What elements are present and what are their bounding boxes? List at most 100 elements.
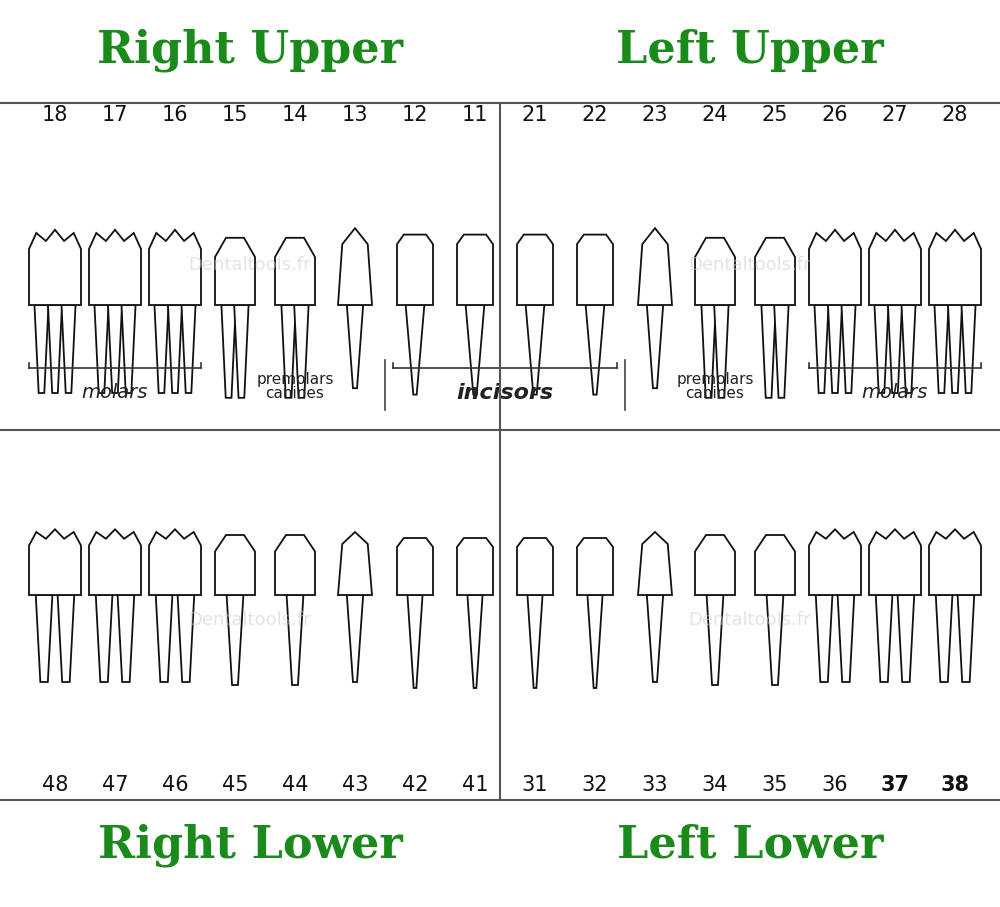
Polygon shape: [275, 535, 315, 595]
Polygon shape: [215, 535, 255, 595]
Polygon shape: [149, 530, 201, 595]
Polygon shape: [215, 238, 255, 305]
Text: molars: molars: [82, 383, 148, 402]
Text: 35: 35: [762, 775, 788, 795]
Polygon shape: [936, 595, 952, 682]
Polygon shape: [347, 305, 363, 388]
Polygon shape: [118, 595, 134, 682]
Polygon shape: [774, 305, 789, 398]
Polygon shape: [842, 305, 856, 393]
Polygon shape: [234, 305, 249, 398]
Polygon shape: [577, 538, 613, 595]
Polygon shape: [929, 229, 981, 305]
Polygon shape: [577, 235, 613, 305]
Text: Dentaltools.fr: Dentaltools.fr: [189, 611, 311, 629]
Polygon shape: [958, 595, 974, 682]
Polygon shape: [281, 305, 296, 398]
Text: 41: 41: [462, 775, 488, 795]
Text: 36: 36: [822, 775, 848, 795]
Polygon shape: [457, 538, 493, 595]
Text: 15: 15: [222, 105, 248, 125]
Text: 21: 21: [522, 105, 548, 125]
Polygon shape: [647, 305, 663, 388]
Text: canines: canines: [686, 386, 744, 401]
Text: 32: 32: [582, 775, 608, 795]
Polygon shape: [397, 538, 433, 595]
Text: 24: 24: [702, 105, 728, 125]
Polygon shape: [108, 305, 122, 393]
Polygon shape: [828, 305, 842, 393]
Text: 42: 42: [402, 775, 428, 795]
Text: molars: molars: [862, 383, 928, 402]
Polygon shape: [294, 305, 309, 398]
Polygon shape: [962, 305, 976, 393]
Polygon shape: [948, 305, 962, 393]
Polygon shape: [89, 530, 141, 595]
Text: 26: 26: [822, 105, 848, 125]
Text: Right Upper: Right Upper: [97, 28, 403, 72]
Polygon shape: [814, 305, 828, 393]
Text: 47: 47: [102, 775, 128, 795]
Polygon shape: [457, 235, 493, 305]
Polygon shape: [695, 238, 735, 305]
Polygon shape: [227, 595, 243, 685]
Text: Dentaltools.fr: Dentaltools.fr: [189, 256, 311, 274]
Polygon shape: [347, 595, 363, 682]
Text: 14: 14: [282, 105, 308, 125]
Polygon shape: [338, 532, 372, 595]
Polygon shape: [638, 532, 672, 595]
Text: 22: 22: [582, 105, 608, 125]
Text: 28: 28: [942, 105, 968, 125]
Polygon shape: [809, 229, 861, 305]
Polygon shape: [816, 595, 832, 682]
Text: 48: 48: [42, 775, 68, 795]
Text: 45: 45: [222, 775, 248, 795]
Polygon shape: [755, 238, 795, 305]
Text: 46: 46: [162, 775, 188, 795]
Polygon shape: [275, 238, 315, 305]
Polygon shape: [287, 595, 303, 685]
Polygon shape: [755, 535, 795, 595]
Polygon shape: [707, 595, 723, 685]
Text: canines: canines: [266, 386, 324, 401]
Polygon shape: [58, 595, 74, 682]
Polygon shape: [647, 595, 663, 682]
Text: 34: 34: [702, 775, 728, 795]
Polygon shape: [638, 229, 672, 305]
Polygon shape: [934, 305, 948, 393]
Polygon shape: [587, 595, 603, 688]
Polygon shape: [156, 595, 172, 682]
Polygon shape: [122, 305, 136, 393]
Polygon shape: [406, 305, 424, 395]
Polygon shape: [898, 595, 914, 682]
Text: 43: 43: [342, 775, 368, 795]
Polygon shape: [407, 595, 423, 688]
Text: premolars: premolars: [676, 372, 754, 387]
Text: 38: 38: [940, 775, 970, 795]
Polygon shape: [168, 305, 182, 393]
Polygon shape: [182, 305, 196, 393]
Polygon shape: [869, 229, 921, 305]
Polygon shape: [809, 530, 861, 595]
Text: 11: 11: [462, 105, 488, 125]
Polygon shape: [96, 595, 112, 682]
Polygon shape: [876, 595, 892, 682]
Text: 25: 25: [762, 105, 788, 125]
Text: premolars: premolars: [256, 372, 334, 387]
Text: 23: 23: [642, 105, 668, 125]
Polygon shape: [527, 595, 543, 688]
Polygon shape: [466, 305, 484, 395]
Polygon shape: [517, 235, 553, 305]
Polygon shape: [526, 305, 544, 395]
Polygon shape: [902, 305, 916, 393]
Polygon shape: [517, 538, 553, 595]
Polygon shape: [94, 305, 108, 393]
Text: 31: 31: [522, 775, 548, 795]
Text: 17: 17: [102, 105, 128, 125]
Polygon shape: [221, 305, 236, 398]
Polygon shape: [178, 595, 194, 682]
Polygon shape: [586, 305, 604, 395]
Polygon shape: [874, 305, 889, 393]
Polygon shape: [761, 305, 776, 398]
Text: 16: 16: [162, 105, 188, 125]
